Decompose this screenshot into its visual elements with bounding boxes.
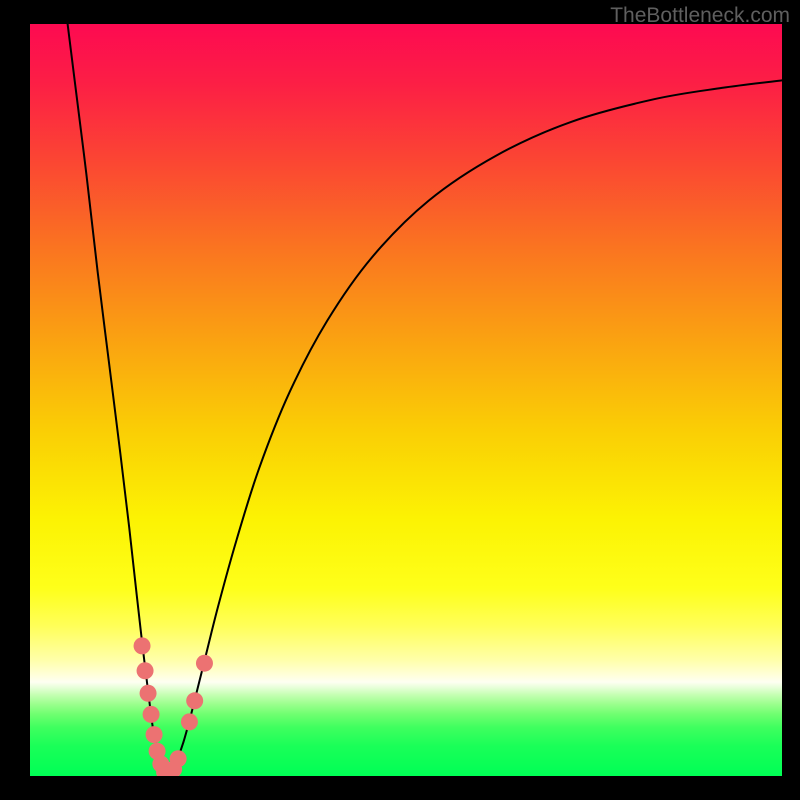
chart-container: TheBottleneck.com [0, 0, 800, 800]
bottleneck-chart [0, 0, 800, 800]
marker-point [146, 726, 163, 743]
marker-point [186, 692, 203, 709]
marker-point [134, 637, 151, 654]
marker-point [140, 685, 157, 702]
marker-point [181, 713, 198, 730]
watermark-text: TheBottleneck.com [610, 4, 790, 28]
marker-point [143, 706, 160, 723]
marker-point [137, 662, 154, 679]
marker-point [170, 750, 187, 767]
marker-point [196, 655, 213, 672]
